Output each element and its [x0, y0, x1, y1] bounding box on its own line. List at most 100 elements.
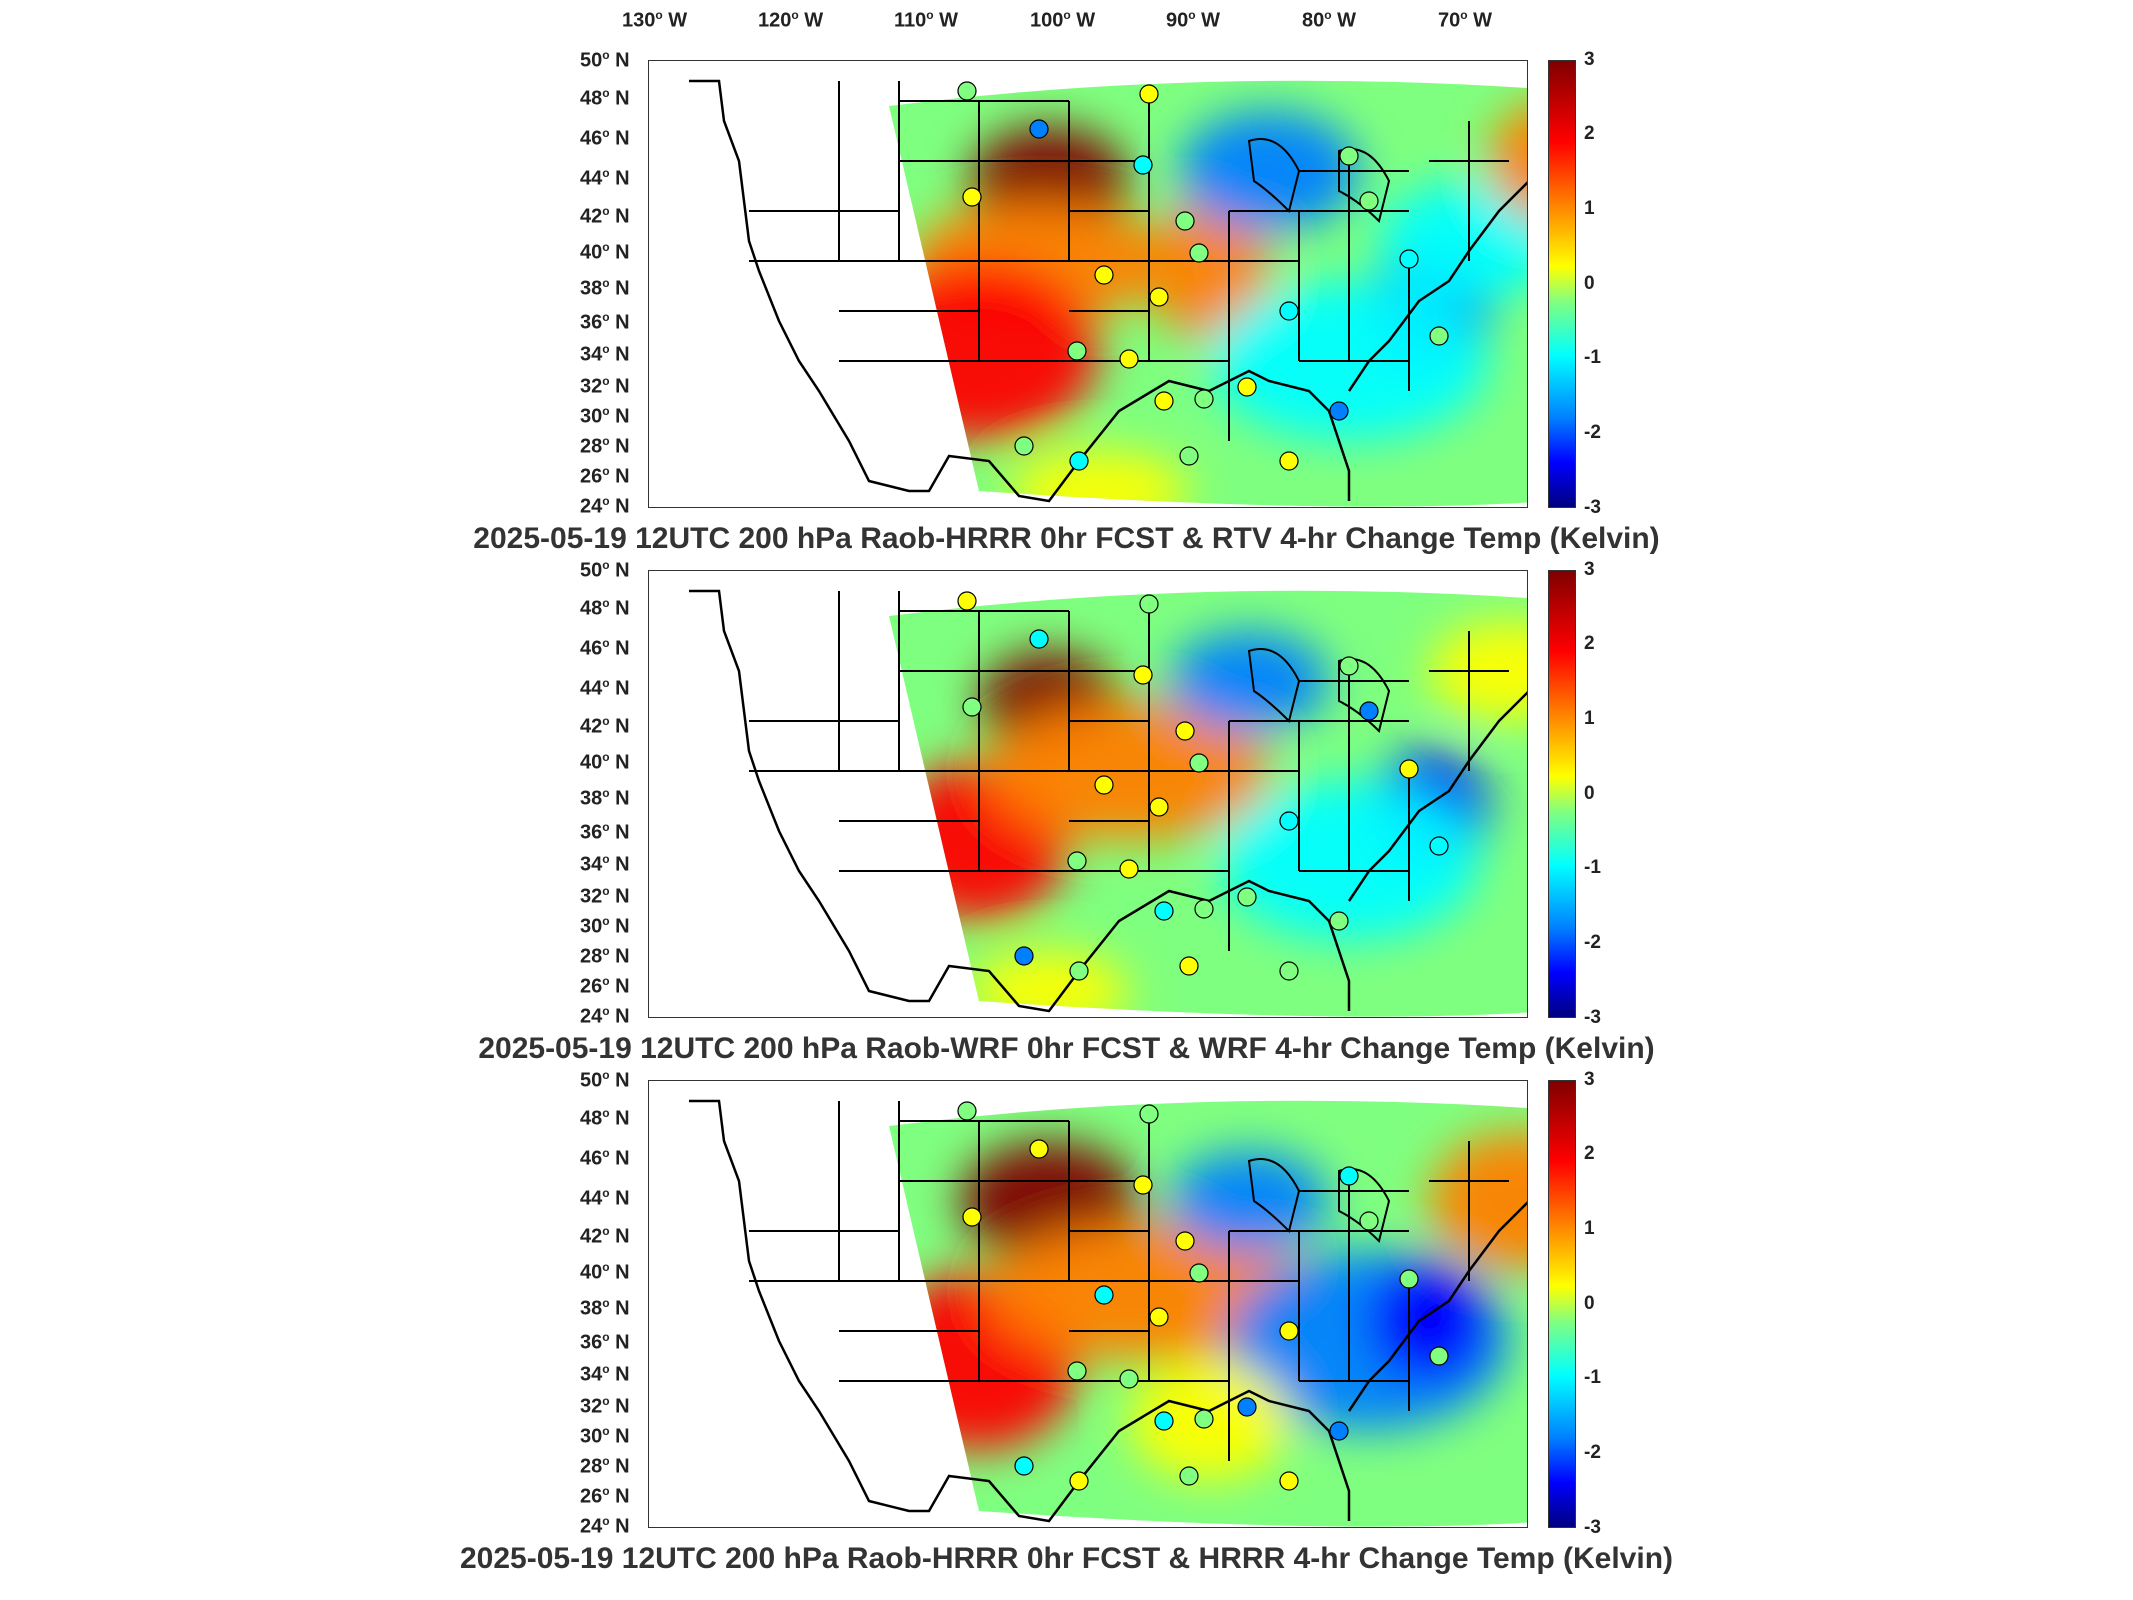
- degree-symbol: o: [602, 166, 610, 180]
- degree-symbol: o: [602, 1394, 610, 1408]
- raob-stations: [957, 1101, 1449, 1491]
- temperature-field: [889, 80, 1527, 507]
- latitude-suffix: N: [615, 853, 630, 876]
- latitude-tick-label: 32o N: [580, 1394, 630, 1419]
- latitude-suffix: N: [615, 435, 630, 458]
- raob-station-marker: [1175, 721, 1195, 741]
- latitude-tick-label: 34o N: [580, 852, 630, 877]
- raob-station-marker: [1429, 326, 1449, 346]
- latitude-tick-label: 36o N: [580, 310, 630, 335]
- map-canvas: [689, 79, 1527, 507]
- raob-station-marker: [1069, 961, 1089, 981]
- raob-station-marker: [1133, 665, 1153, 685]
- longitude-suffix: W: [1201, 9, 1221, 32]
- latitude-value: 50: [580, 559, 603, 582]
- latitude-value: 46: [580, 127, 603, 150]
- latitude-suffix: N: [615, 1455, 630, 1478]
- raob-station-marker: [1399, 249, 1419, 269]
- raob-station-marker: [1175, 211, 1195, 231]
- longitude-tick-label: 70o W: [1438, 8, 1492, 33]
- raob-station-marker: [1154, 1411, 1174, 1431]
- latitude-value: 46: [580, 637, 603, 660]
- raob-station-marker: [1119, 349, 1139, 369]
- raob-station-marker: [1279, 961, 1299, 981]
- raob-station-marker: [962, 1207, 982, 1227]
- great-lakes: [1247, 138, 1301, 213]
- degree-symbol: o: [602, 276, 610, 290]
- degree-symbol: o: [1063, 8, 1071, 22]
- latitude-tick-label: 46o N: [580, 126, 630, 151]
- degree-symbol: o: [602, 1296, 610, 1310]
- latitude-tick-label: 32o N: [580, 374, 630, 399]
- latitude-suffix: N: [615, 751, 630, 774]
- latitude-suffix: N: [615, 311, 630, 334]
- latitude-value: 26: [580, 465, 603, 488]
- latitude-value: 40: [580, 751, 603, 774]
- latitude-value: 26: [580, 1485, 603, 1508]
- raob-station-marker: [1067, 1361, 1087, 1381]
- latitude-value: 50: [580, 49, 603, 72]
- latitude-value: 24: [580, 1005, 603, 1028]
- latitude-tick-label: 34o N: [580, 1362, 630, 1387]
- state-border: [838, 1101, 900, 1232]
- degree-symbol: o: [602, 464, 610, 478]
- raob-station-marker: [1139, 1104, 1159, 1124]
- degree-symbol: o: [602, 636, 610, 650]
- latitude-suffix: N: [615, 787, 630, 810]
- colorbar-tick-label: -3: [1584, 1007, 1601, 1028]
- latitude-tick-label: 24o N: [580, 1004, 630, 1029]
- latitude-value: 38: [580, 1297, 603, 1320]
- panel-title: 2025-05-19 12UTC 200 hPa Raob-HRRR 0hr F…: [473, 522, 1660, 555]
- latitude-tick-label: 40o N: [580, 240, 630, 265]
- raob-station-marker: [1399, 759, 1419, 779]
- raob-station-marker: [1329, 911, 1349, 931]
- latitude-suffix: N: [615, 1331, 630, 1354]
- colorbar-tick-label: 2: [1584, 1143, 1595, 1164]
- latitude-suffix: N: [615, 49, 630, 72]
- raob-station-marker: [1149, 1307, 1169, 1327]
- panel-title: 2025-05-19 12UTC 200 hPa Raob-HRRR 0hr F…: [459, 1542, 1674, 1575]
- raob-station-marker: [1139, 594, 1159, 614]
- latitude-tick-label: 28o N: [580, 434, 630, 459]
- longitude-tick-label: 130o W: [622, 8, 687, 33]
- latitude-suffix: N: [615, 205, 630, 228]
- raob-station-marker: [1429, 1346, 1449, 1366]
- colorbar-tick-label: 1: [1584, 708, 1595, 729]
- raob-station-marker: [1237, 377, 1257, 397]
- latitude-tick-label: 26o N: [580, 1484, 630, 1509]
- raob-station-marker: [1189, 1263, 1209, 1283]
- raob-station-marker: [1359, 1211, 1379, 1231]
- degree-symbol: o: [602, 884, 610, 898]
- latitude-tick-label: 50o N: [580, 48, 630, 73]
- colorbar-tick-label: 0: [1584, 783, 1595, 804]
- raob-station-marker: [1339, 146, 1359, 166]
- colorbar-tick-label: -2: [1584, 1442, 1601, 1463]
- latitude-tick-label: 44o N: [580, 676, 630, 701]
- colorbar: [1548, 1080, 1576, 1528]
- latitude-suffix: N: [615, 975, 630, 998]
- latitude-suffix: N: [615, 715, 630, 738]
- latitude-value: 38: [580, 277, 603, 300]
- longitude-value: 120: [758, 9, 792, 32]
- latitude-suffix: N: [615, 1485, 630, 1508]
- longitude-value: 90: [1166, 9, 1189, 32]
- latitude-suffix: N: [615, 597, 630, 620]
- degree-symbol: o: [602, 126, 610, 140]
- longitude-tick-label: 80o W: [1302, 8, 1356, 33]
- latitude-suffix: N: [615, 241, 630, 264]
- latitude-value: 38: [580, 787, 603, 810]
- degree-symbol: o: [602, 558, 610, 572]
- anomaly-region: [1009, 451, 1189, 507]
- anomaly-region: [1429, 1131, 1527, 1271]
- raob-station-marker: [1149, 287, 1169, 307]
- raob-station-marker: [957, 1101, 977, 1121]
- colorbar-tick-label: 3: [1584, 1069, 1595, 1090]
- degree-symbol: o: [602, 48, 610, 62]
- degree-symbol: o: [602, 1454, 610, 1468]
- colorbar-tick-label: 0: [1584, 273, 1595, 294]
- latitude-suffix: N: [615, 559, 630, 582]
- raob-station-marker: [1067, 341, 1087, 361]
- latitude-tick-label: 30o N: [580, 914, 630, 939]
- latitude-tick-label: 42o N: [580, 714, 630, 739]
- raob-station-marker: [1119, 1369, 1139, 1389]
